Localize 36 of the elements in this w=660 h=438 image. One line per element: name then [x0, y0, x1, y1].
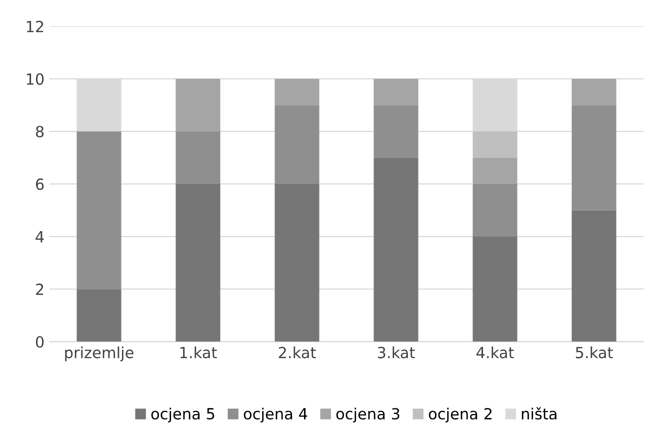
- legend-label: ništa: [522, 407, 556, 420]
- bar: [176, 131, 220, 184]
- bar: [572, 210, 616, 342]
- legend-label: ocjena 2: [428, 408, 492, 422]
- bar: [274, 78, 320, 106]
- y-tick-label: 10: [26, 73, 44, 85]
- bar: [472, 184, 518, 237]
- bar: [76, 289, 122, 342]
- bar: [572, 78, 616, 106]
- bar: [472, 158, 518, 184]
- bar: [472, 236, 518, 342]
- x-tick-label: 4.kat: [476, 346, 514, 358]
- bar: [176, 78, 220, 132]
- bar: [472, 131, 518, 158]
- bar: [76, 131, 122, 290]
- y-tick-label: 4: [36, 231, 44, 242]
- bar: [274, 184, 320, 342]
- x-tick-label: 2.kat: [278, 346, 316, 358]
- y-tick-label: 2: [36, 284, 44, 295]
- bar: [572, 105, 616, 210]
- y-tick-label: 12: [26, 20, 44, 32]
- bar: [274, 105, 320, 184]
- bar: [374, 158, 418, 342]
- bar: [374, 78, 418, 106]
- legend-label: ocjena 3: [336, 408, 400, 422]
- y-tick-label: 8: [36, 126, 44, 138]
- x-tick-label: prizemlje: [65, 346, 134, 362]
- bar: [374, 105, 418, 158]
- bar: [176, 184, 220, 342]
- legend-label: ocjena 4: [244, 408, 308, 422]
- x-tick-label: 5.kat: [576, 346, 613, 358]
- y-tick-label: 6: [36, 178, 44, 190]
- x-tick-label: 1.kat: [180, 346, 217, 358]
- y-tick-label: 0: [36, 336, 44, 348]
- x-tick-label: 3.kat: [378, 346, 415, 358]
- legend-label: ocjena 5: [151, 408, 214, 422]
